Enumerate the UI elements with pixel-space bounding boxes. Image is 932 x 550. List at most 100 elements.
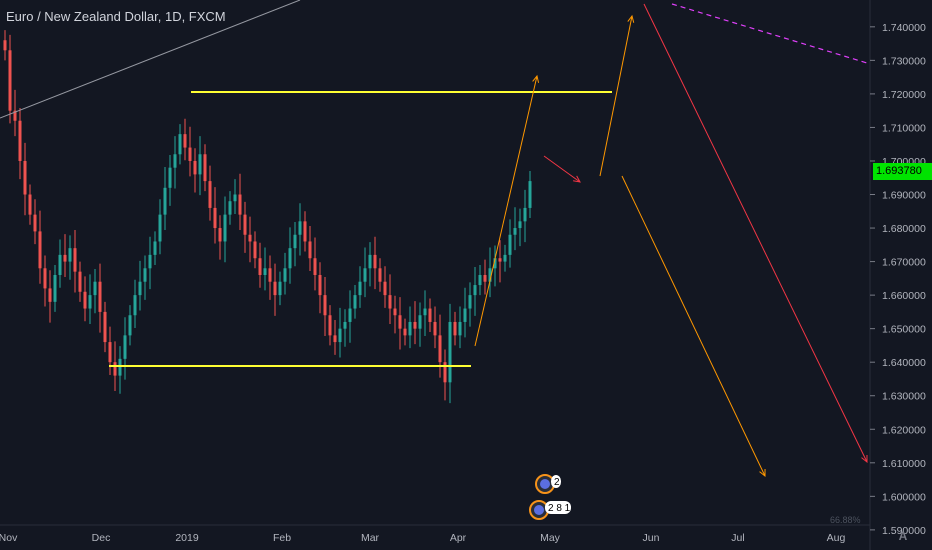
candle-body <box>513 228 517 235</box>
time-tick-label: Aug <box>827 532 846 544</box>
red-down-arrow-head <box>861 454 868 464</box>
candle-body <box>363 268 367 282</box>
time-tick-label: 2019 <box>175 532 199 544</box>
candle-body <box>328 315 332 336</box>
candle-body <box>428 308 432 322</box>
candle-body <box>448 321 452 383</box>
candle-body <box>498 258 502 262</box>
red-short-arrow <box>543 155 581 183</box>
event-marker-2[interactable]: 2 8 1 <box>529 500 571 520</box>
candle-body <box>323 295 327 316</box>
price-tick-label: 1.730000 <box>882 55 926 67</box>
candle-body <box>3 40 7 51</box>
event-marker-1-count: 2 <box>554 477 560 488</box>
candle-body <box>63 254 67 262</box>
candle-body <box>118 358 122 376</box>
candle-body <box>178 134 182 155</box>
orange-up-arrow-1-head <box>532 74 540 83</box>
candle-body <box>213 207 217 229</box>
candle-body <box>8 50 12 111</box>
candle-body <box>473 285 477 296</box>
candle-body <box>53 275 57 302</box>
time-tick-label: May <box>540 532 561 544</box>
time-tick-label: Jul <box>731 532 744 544</box>
candle-body <box>183 134 187 148</box>
last-price-tag: 1.693780 <box>873 163 932 180</box>
candle-body <box>148 254 152 269</box>
candle-body <box>223 214 227 242</box>
event-markers[interactable]: 2 2 8 1 <box>529 474 571 520</box>
orange-up-arrow-2 <box>599 14 635 177</box>
candle-body <box>78 271 82 292</box>
candle-body <box>283 268 287 282</box>
candle-body <box>108 342 112 363</box>
candle-body <box>98 281 102 312</box>
candle-body <box>233 194 237 202</box>
price-tick-label: 1.650000 <box>882 324 926 336</box>
candle-body <box>333 335 337 343</box>
price-tick-label: 1.680000 <box>882 223 926 235</box>
candle-body <box>438 335 442 363</box>
candle-body <box>33 214 37 232</box>
candle-body <box>273 281 277 296</box>
price-tick-label: 1.610000 <box>882 458 926 470</box>
candle-body <box>338 328 342 343</box>
event-marker-1-icon <box>540 479 550 489</box>
price-tick-label: 1.720000 <box>882 89 926 101</box>
candle-body <box>128 315 132 336</box>
candle-body <box>343 321 347 329</box>
orange-up-arrow-2-shaft <box>599 15 633 177</box>
candle-body <box>313 258 317 275</box>
candle-body <box>203 154 207 182</box>
candle-body <box>208 181 212 208</box>
orange-up-arrow-2-head <box>627 14 635 23</box>
candle-body <box>523 207 527 222</box>
drawing-layer <box>0 0 868 478</box>
chart-title: Euro / New Zealand Dollar, 1D, FXCM <box>6 9 226 24</box>
time-tick-label: Feb <box>273 532 291 544</box>
candle-body <box>38 231 42 269</box>
candle-body <box>308 241 312 259</box>
candle-body <box>298 221 302 235</box>
candle-body <box>453 321 457 336</box>
candle-body <box>388 295 392 309</box>
candle-body <box>248 234 252 242</box>
candle-body <box>13 110 17 121</box>
candle-body <box>353 295 357 309</box>
candle-body <box>408 321 412 336</box>
candle-body <box>418 315 422 329</box>
candle-body <box>383 281 387 296</box>
candle-body <box>443 362 447 383</box>
candle-body <box>468 295 472 309</box>
price-tick-label: 1.600000 <box>882 491 926 503</box>
price-axis: 1.7400001.7300001.7200001.7100001.700000… <box>870 22 926 537</box>
candle-body <box>293 234 297 249</box>
price-tick-label: 1.590000 <box>882 525 926 537</box>
candle-body <box>243 214 247 235</box>
candle-body <box>188 147 192 161</box>
candle-body <box>478 275 482 286</box>
red-short-arrow-head <box>573 175 581 183</box>
magenta-dashed-line <box>671 3 868 64</box>
time-tick-label: Apr <box>450 532 467 544</box>
candle-body <box>23 160 27 195</box>
trend-line <box>0 0 301 119</box>
candle-body <box>158 214 162 242</box>
price-tick-label: 1.690000 <box>882 190 926 202</box>
candle-body <box>28 194 32 215</box>
orange-down-arrow-head <box>759 468 766 478</box>
candle-body <box>168 167 172 188</box>
time-tick-label: Mar <box>361 532 380 544</box>
candle-body <box>88 295 92 309</box>
candle-body <box>238 194 242 215</box>
candle-body <box>173 154 177 168</box>
candle-body <box>138 281 142 296</box>
candle-body <box>48 288 52 302</box>
candle-body <box>508 234 512 255</box>
price-tick-label: 1.630000 <box>882 391 926 403</box>
price-tick-label: 1.620000 <box>882 424 926 436</box>
event-marker-1[interactable]: 2 <box>535 474 561 494</box>
candle-body <box>253 241 257 259</box>
tradingview-logo-icon[interactable]: A <box>898 529 908 543</box>
